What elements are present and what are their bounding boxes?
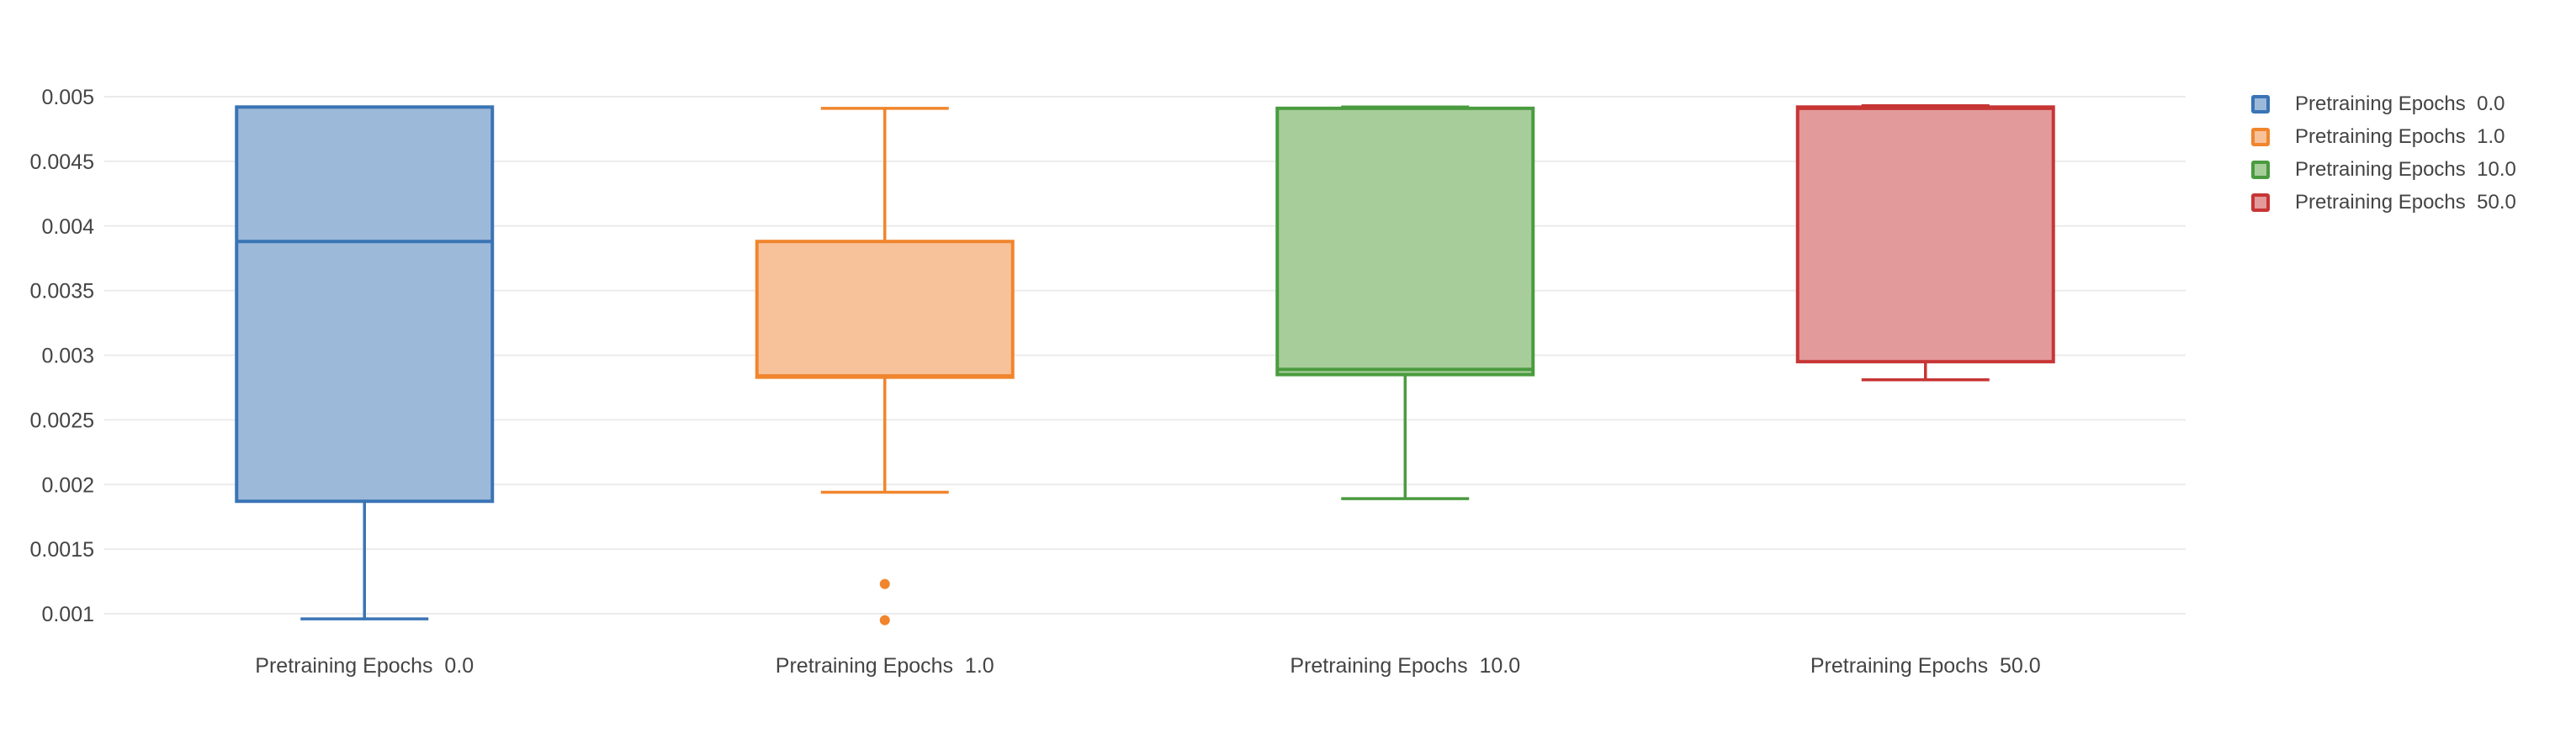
legend-item-epochs-0[interactable]: Pretraining Epochs 0.0 xyxy=(2251,87,2516,120)
x-tick-label: Pretraining Epochs 1.0 xyxy=(776,654,994,678)
outlier-point xyxy=(879,578,890,589)
y-axis-ticks: 0.005 0.0045 0.004 0.0035 0.003 0.0025 0.002 0.… xyxy=(30,86,95,626)
x-tick-label: Pretraining Epochs 0.0 xyxy=(255,654,474,678)
box-body xyxy=(755,240,1015,379)
legend-item-epochs-10[interactable]: Pretraining Epochs 10.0 xyxy=(2251,153,2516,186)
box-body xyxy=(1795,105,2055,364)
legend-label: Pretraining Epochs 0.0 xyxy=(2295,92,2505,115)
box-body xyxy=(1275,106,1535,377)
box-3 xyxy=(1795,104,2055,382)
y-tick-label: 0.005 xyxy=(41,86,94,109)
y-tick-label: 0.0045 xyxy=(30,150,94,174)
box-1 xyxy=(755,107,1015,626)
y-tick-label: 0.0015 xyxy=(30,538,94,562)
legend-swatch xyxy=(2251,94,2270,113)
x-axis-ticks: Pretraining Epochs 0.0 Pretraining Epochs… xyxy=(255,654,2040,678)
legend-swatch xyxy=(2251,127,2270,146)
legend-swatch xyxy=(2251,193,2270,212)
boxes xyxy=(235,104,2055,626)
x-tick-label: Pretraining Epochs 50.0 xyxy=(1810,654,2041,678)
legend: Pretraining Epochs 0.0 Pretraining Epoch… xyxy=(2251,87,2516,219)
x-tick-label: Pretraining Epochs 10.0 xyxy=(1290,654,1520,678)
y-tick-label: 0.0025 xyxy=(30,409,94,432)
legend-label: Pretraining Epochs 1.0 xyxy=(2295,124,2505,148)
y-tick-label: 0.002 xyxy=(41,473,94,497)
box-0 xyxy=(235,105,495,620)
y-tick-label: 0.0035 xyxy=(30,280,94,304)
box-2 xyxy=(1275,105,1535,500)
legend-label: Pretraining Epochs 50.0 xyxy=(2295,190,2516,214)
legend-item-epochs-50[interactable]: Pretraining Epochs 50.0 xyxy=(2251,186,2516,219)
legend-label: Pretraining Epochs 10.0 xyxy=(2295,157,2516,181)
outlier-point xyxy=(879,615,890,626)
box-body xyxy=(235,105,495,504)
legend-item-epochs-1[interactable]: Pretraining Epochs 1.0 xyxy=(2251,120,2516,153)
y-tick-label: 0.001 xyxy=(41,603,94,626)
y-tick-label: 0.004 xyxy=(41,215,94,239)
y-tick-label: 0.003 xyxy=(41,345,94,368)
legend-swatch xyxy=(2251,160,2270,179)
